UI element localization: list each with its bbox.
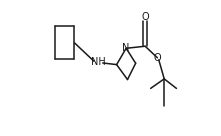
Text: O: O [141,12,149,22]
Text: N: N [122,43,130,53]
Text: O: O [154,53,161,63]
Text: NH: NH [91,57,106,67]
